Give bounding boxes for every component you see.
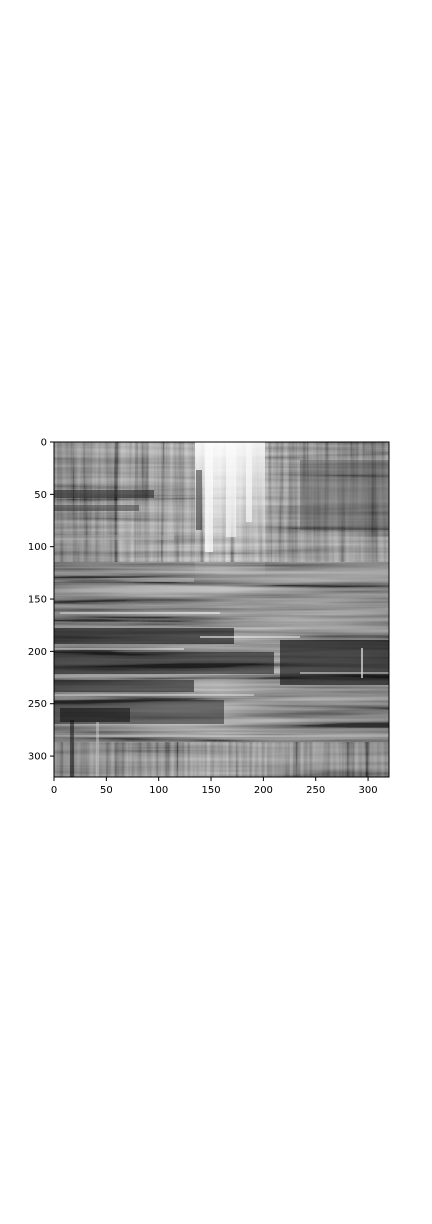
y-tick-label: 50: [34, 490, 47, 501]
x-axis: 0 50 100 150 200 250 300: [51, 777, 378, 796]
y-tick-label: 200: [28, 647, 47, 658]
y-tick-label: 150: [28, 595, 47, 606]
y-tick-label: 100: [28, 542, 47, 553]
x-tick-label: 100: [149, 785, 168, 796]
y-tick-label: 0: [41, 438, 47, 449]
y-tick-label: 250: [28, 699, 47, 710]
plot-frame: [53, 441, 390, 778]
y-axis: 0 50 100 150 200 250 300: [28, 438, 54, 763]
y-tick-label: 300: [28, 752, 47, 763]
x-tick-label: 150: [201, 785, 220, 796]
heatmap-image: [54, 442, 389, 777]
x-tick-label: 50: [100, 785, 113, 796]
x-tick-label: 300: [359, 785, 378, 796]
x-tick-label: 200: [254, 785, 273, 796]
x-tick-label: 0: [51, 785, 57, 796]
x-tick-label: 250: [306, 785, 325, 796]
